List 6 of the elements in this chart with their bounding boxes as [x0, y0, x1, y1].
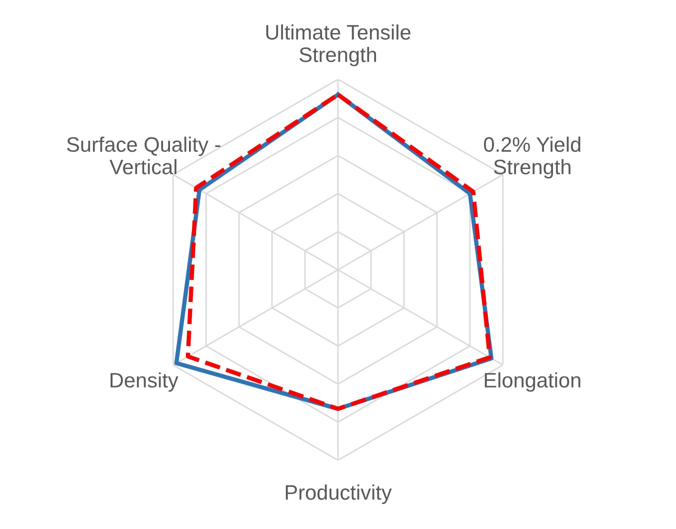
spoke-label: Productivity — [286, 484, 392, 504]
spoke-label: Density — [110, 372, 178, 392]
spoke-label: Ultimate Tensile Strength — [266, 24, 410, 66]
spoke-label: 0.2% Yield Strength — [484, 136, 580, 178]
spoke-label: Surface Quality - Vertical — [66, 136, 220, 174]
spoke-label: Elongation — [484, 372, 580, 392]
